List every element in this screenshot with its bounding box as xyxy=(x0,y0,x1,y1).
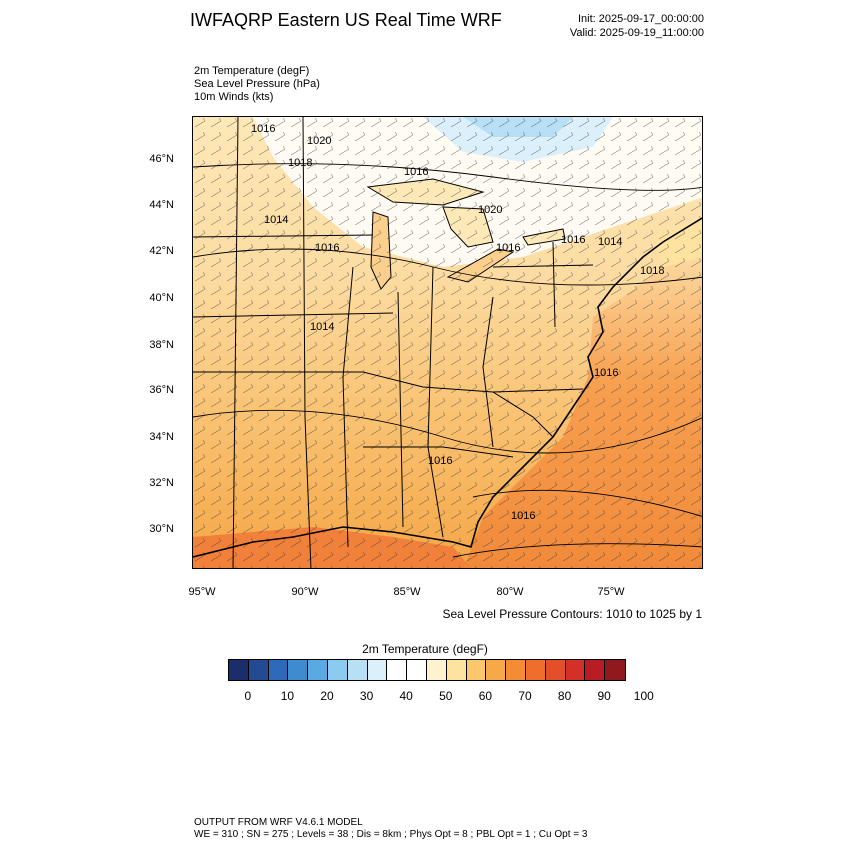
colorbar-tick-label: 20 xyxy=(320,689,334,703)
colorbar-tick-label: 30 xyxy=(359,689,374,703)
pressure-label: 1016 xyxy=(428,455,453,467)
lat-label: 32°N xyxy=(149,477,174,489)
pressure-label: 1016 xyxy=(511,510,536,522)
pressure-label: 1020 xyxy=(478,204,503,216)
colorbar-tick-label: 70 xyxy=(518,689,532,703)
pressure-label: 1018 xyxy=(640,265,665,277)
colorbar-tick-label: 10 xyxy=(280,689,295,703)
colorbar-tick-label: 80 xyxy=(557,689,572,703)
pressure-label: 1016 xyxy=(404,166,429,178)
colorbar-swatch xyxy=(545,660,566,680)
lat-label: 34°N xyxy=(149,431,174,443)
field-temperature: 2m Temperature (degF) xyxy=(194,65,310,77)
colorbar xyxy=(228,659,626,681)
valid-time: Valid: 2025-09-19_11:00:00 xyxy=(569,27,704,39)
lat-label: 40°N xyxy=(149,292,174,304)
colorbar-swatch xyxy=(308,660,328,680)
colorbar-swatch xyxy=(288,660,309,680)
colorbar-tick-label: 0 xyxy=(244,689,252,703)
weather-map xyxy=(192,116,703,569)
pressure-label: 1016 xyxy=(315,242,340,254)
colorbar-title: 2m Temperature (degF) xyxy=(362,642,488,656)
colorbar-swatch xyxy=(268,660,289,680)
colorbar-tick-label: 40 xyxy=(399,689,413,703)
lon-label: 85°W xyxy=(393,586,421,598)
model-footer: OUTPUT FROM WRF V4.6.1 MODEL WE = 310 ; … xyxy=(194,817,587,841)
plot-title: IWFAQRP Eastern US Real Time WRF xyxy=(190,10,502,30)
model-settings: WE = 310 ; SN = 275 ; Levels = 38 ; Dis … xyxy=(194,829,588,840)
lat-label: 46°N xyxy=(149,153,174,165)
pressure-label: 1020 xyxy=(307,135,332,147)
colorbar-swatch xyxy=(605,660,625,680)
lat-label: 30°N xyxy=(149,523,174,535)
colorbar-swatch xyxy=(229,660,249,680)
lat-label: 36°N xyxy=(149,384,174,396)
colorbar-tick-label: 90 xyxy=(597,689,611,703)
colorbar-swatch xyxy=(248,660,269,680)
lat-label: 38°N xyxy=(149,339,174,351)
pressure-label: 1014 xyxy=(310,321,335,333)
colorbar-swatch xyxy=(347,660,368,680)
colorbar-swatch xyxy=(327,660,348,680)
model-version: OUTPUT FROM WRF V4.6.1 MODEL xyxy=(194,817,363,828)
lon-label: 75°W xyxy=(597,586,625,598)
colorbar-swatch xyxy=(486,660,507,680)
lat-label: 44°N xyxy=(149,199,174,211)
colorbar-swatch xyxy=(565,660,586,680)
contours-note: Sea Level Pressure Contours: 1010 to 102… xyxy=(442,607,703,621)
field-pressure: Sea Level Pressure (hPa) xyxy=(194,78,320,90)
colorbar-swatch xyxy=(585,660,606,680)
pressure-label: 1016 xyxy=(496,242,521,254)
colorbar-swatch xyxy=(426,660,447,680)
colorbar-swatch xyxy=(367,660,388,680)
lon-label: 90°W xyxy=(291,586,319,598)
colorbar-swatch xyxy=(506,660,526,680)
field-list: 2m Temperature (degF) Sea Level Pressure… xyxy=(194,65,320,104)
pressure-label: 1016 xyxy=(561,234,586,246)
lon-label: 95°W xyxy=(188,586,216,598)
colorbar-tick-label: 50 xyxy=(439,689,453,703)
state-borders xyxy=(193,117,594,568)
colorbar-swatch xyxy=(387,660,408,680)
pressure-label: 1016 xyxy=(251,123,276,135)
colorbar-swatch xyxy=(407,660,427,680)
wind-barbs xyxy=(193,117,702,568)
field-winds: 10m Winds (kts) xyxy=(194,91,274,103)
pressure-label: 1014 xyxy=(264,214,289,226)
colorbar-swatch xyxy=(466,660,487,680)
pressure-label: 1014 xyxy=(598,236,623,248)
pressure-label: 1018 xyxy=(288,157,313,169)
coastline xyxy=(193,217,702,558)
colorbar-swatch xyxy=(525,660,546,680)
colorbar-swatch xyxy=(446,660,467,680)
lat-label: 42°N xyxy=(149,245,174,257)
init-time: Init: 2025-09-17_00:00:00 xyxy=(578,13,704,25)
run-times: Init: 2025-09-17_00:00:00 Valid: 2025-09… xyxy=(570,12,704,40)
map-canvas xyxy=(193,117,702,568)
lon-label: 80°W xyxy=(496,586,524,598)
colorbar-tick-label: 60 xyxy=(478,689,493,703)
isobars xyxy=(193,163,702,558)
pressure-label: 1016 xyxy=(594,367,619,379)
colorbar-tick-label: 100 xyxy=(633,689,654,703)
